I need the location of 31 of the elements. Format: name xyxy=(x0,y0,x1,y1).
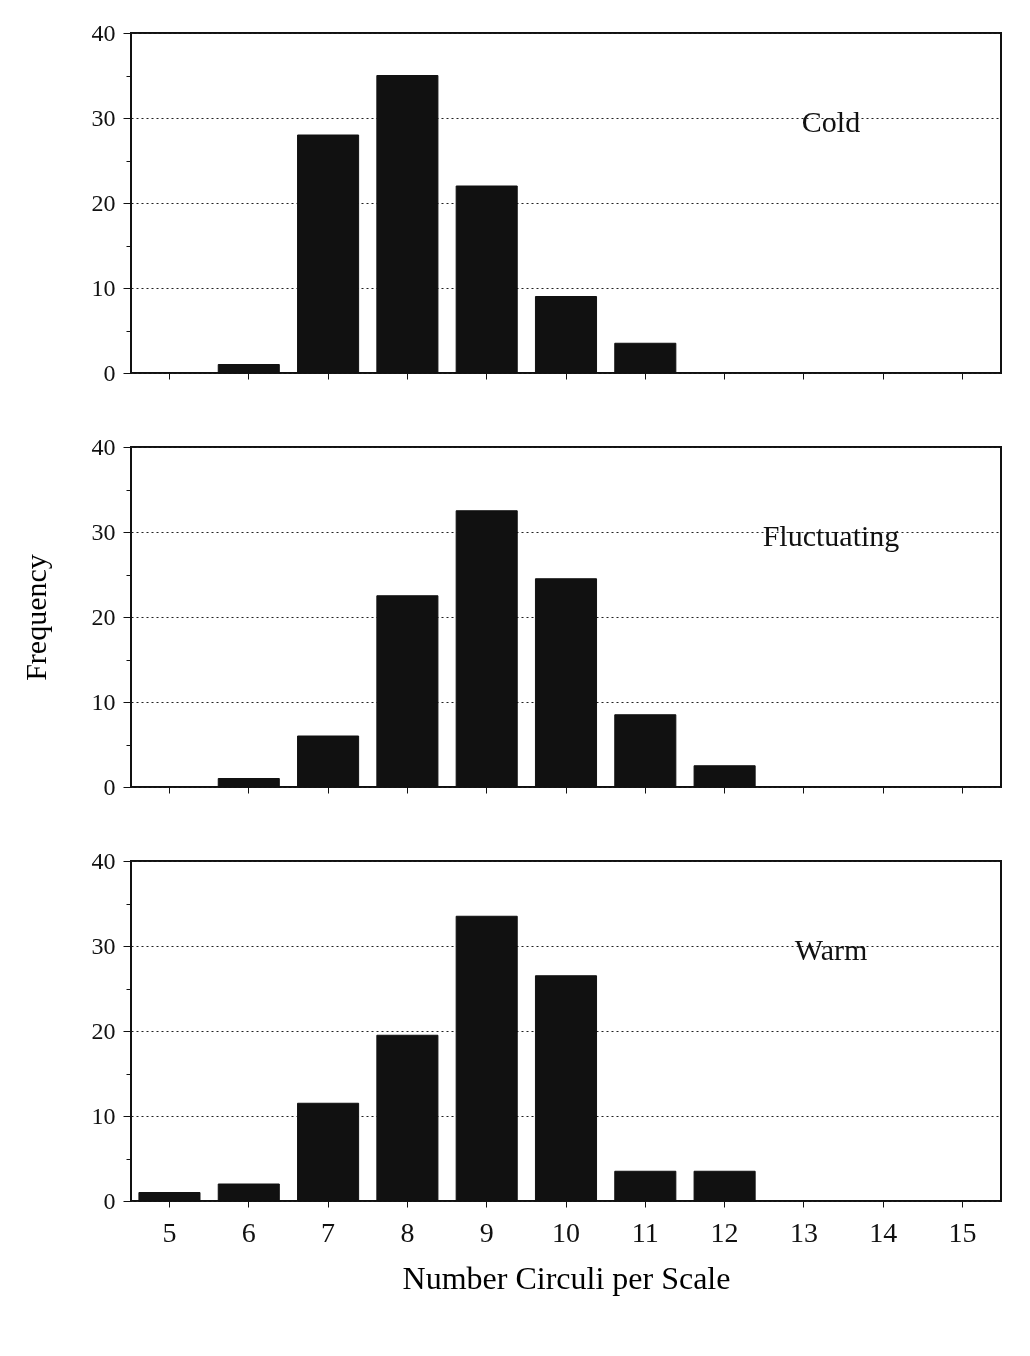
y-tick-label: 40 xyxy=(91,847,116,874)
y-tick-label: 10 xyxy=(91,688,116,715)
y-tick-label: 30 xyxy=(91,932,116,959)
y-tick-label: 10 xyxy=(91,274,116,301)
x-tick-label: 8 xyxy=(400,1216,415,1248)
y-tick-label: 30 xyxy=(91,104,116,131)
x-tick-label: 12 xyxy=(710,1216,739,1248)
x-tick-label: 6 xyxy=(241,1216,256,1248)
y-axis-title: Frequency xyxy=(18,554,52,681)
y-tick-label: 20 xyxy=(91,189,116,216)
y-tick-label: 30 xyxy=(91,518,116,545)
x-tick-label: 11 xyxy=(631,1216,659,1248)
x-axis-title: Number Circuli per Scale xyxy=(402,1259,731,1296)
y-tick-label: 0 xyxy=(103,359,116,386)
x-tick-label: 13 xyxy=(789,1216,818,1248)
x-tick-label: 9 xyxy=(479,1216,494,1248)
x-tick-label: 5 xyxy=(162,1216,177,1248)
annotation: Warm xyxy=(794,933,868,966)
y-tick-label: 0 xyxy=(103,1187,116,1214)
x-tick-label: 15 xyxy=(948,1216,977,1248)
annotation: Fluctuating xyxy=(762,519,900,552)
x-tick-label: 10 xyxy=(552,1216,580,1248)
y-tick-label: 10 xyxy=(91,1102,116,1129)
annotation: Cold xyxy=(801,105,861,138)
y-tick-label: 0 xyxy=(103,773,116,800)
y-tick-label: 40 xyxy=(91,433,116,460)
y-tick-label: 20 xyxy=(91,603,116,630)
y-tick-label: 40 xyxy=(91,19,116,46)
x-tick-label: 14 xyxy=(869,1216,898,1248)
y-tick-label: 20 xyxy=(91,1017,116,1044)
x-tick-label: 7 xyxy=(321,1216,336,1248)
